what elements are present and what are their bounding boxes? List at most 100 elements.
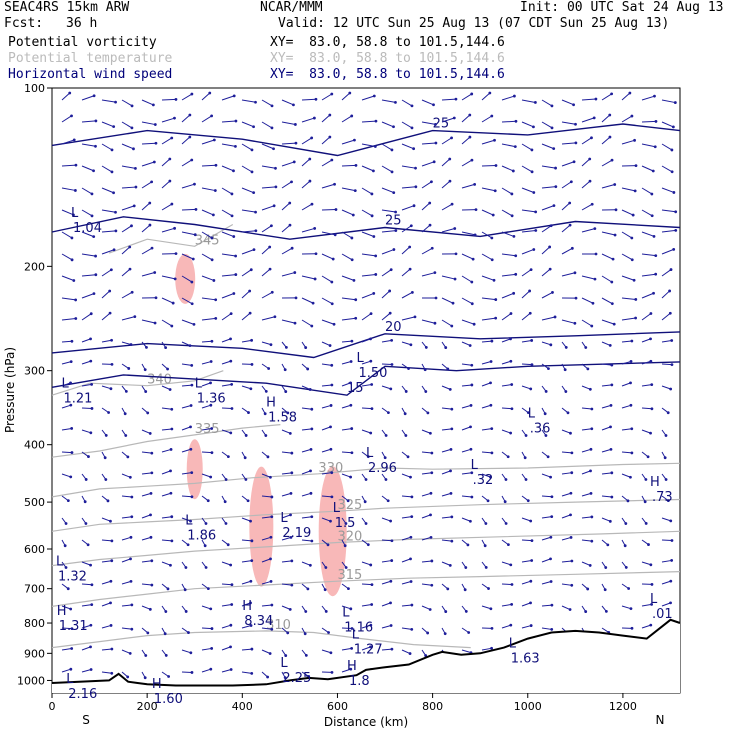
wind-vector — [621, 382, 631, 387]
south-endpoint-label: S — [82, 713, 90, 727]
wind-vector-head — [74, 298, 78, 302]
wind-vector-head — [63, 544, 67, 548]
wind-vector-head — [250, 647, 254, 651]
wind-vector — [201, 451, 212, 454]
wind-vector-head — [289, 535, 293, 539]
wind-vector — [361, 624, 371, 629]
wind-vector-head — [243, 456, 247, 460]
wind-vector — [101, 339, 112, 343]
wind-vector — [521, 517, 531, 522]
wind-vector — [361, 253, 376, 257]
wind-vector — [361, 120, 376, 123]
wind-vector — [561, 272, 576, 277]
wind-vector-head — [164, 610, 168, 613]
wind-vector-head — [210, 451, 214, 455]
wind-vector — [221, 338, 231, 343]
wind-vector — [161, 297, 174, 304]
wind-vector — [481, 209, 494, 216]
wind-vector-head — [591, 301, 595, 305]
wind-vector-head — [574, 141, 578, 145]
wind-vector — [441, 275, 456, 280]
wind-vector-head — [234, 254, 238, 258]
wind-vector-head — [149, 513, 152, 517]
wind-vector-head — [394, 210, 397, 214]
wind-vector — [201, 275, 215, 281]
wind-vector — [121, 649, 131, 654]
wind-vector-head — [631, 213, 635, 217]
theta-contour — [51, 462, 681, 498]
wind-vector-head — [350, 627, 354, 630]
wind-vector — [661, 385, 671, 390]
wind-vector-head — [450, 202, 454, 206]
wind-vector-head — [304, 346, 308, 349]
wind-vector — [661, 290, 670, 299]
wind-vector — [321, 275, 333, 283]
wind-vector-head — [664, 478, 668, 481]
wind-vector-head — [190, 92, 194, 96]
wind-vector — [61, 648, 72, 651]
wind-vector — [61, 253, 73, 261]
wind-vector-head — [484, 522, 488, 525]
wind-vector — [121, 495, 132, 498]
wind-vector-head — [453, 227, 457, 230]
y-tick-label: 600 — [24, 543, 45, 556]
wind-vector-head — [109, 268, 113, 272]
wind-vector — [121, 316, 135, 321]
wind-vector-head — [292, 103, 295, 107]
wind-vector-head — [589, 447, 593, 451]
wind-vector — [81, 293, 95, 299]
wind-vector-head — [403, 412, 407, 416]
wind-vector-head — [506, 543, 510, 547]
wind-vector-head — [283, 676, 287, 680]
wind-vector-head — [170, 202, 174, 206]
wind-vector-head — [470, 302, 474, 306]
wind-vector-head — [529, 601, 532, 605]
wind-vector-head — [272, 204, 276, 208]
wind-vector — [321, 297, 333, 305]
wind-vector — [141, 271, 155, 277]
wind-vector — [141, 514, 151, 519]
wind-vector — [121, 99, 133, 107]
wind-vector-head — [653, 94, 656, 98]
x-tick-label: 1000 — [514, 700, 542, 713]
wind-vector — [381, 539, 392, 542]
wind-vector — [601, 472, 612, 475]
wind-vector-head — [150, 246, 154, 250]
wind-vector-head — [512, 235, 516, 238]
wind-vector — [641, 429, 651, 434]
wind-vector — [501, 338, 511, 343]
wind-speed-contour — [51, 331, 681, 359]
wind-vector-head — [370, 583, 374, 587]
wind-vector-head — [549, 475, 552, 479]
wind-vector-head — [89, 312, 93, 316]
extremum-value: 1.86 — [187, 528, 216, 543]
wind-vector-head — [129, 535, 133, 539]
wind-vector-head — [470, 383, 474, 387]
wind-vector — [181, 275, 193, 283]
extremum-value: 1.36 — [197, 391, 226, 406]
wind-vector-head — [190, 364, 194, 367]
wind-vector-head — [644, 478, 648, 481]
wind-vector — [121, 291, 133, 299]
wind-vector-head — [493, 138, 496, 142]
wind-vector-head — [430, 471, 434, 475]
wind-vector-head — [366, 543, 370, 547]
wind-vector-head — [289, 513, 292, 517]
wind-vector-head — [530, 539, 534, 543]
wind-vector — [581, 516, 592, 519]
wind-vector — [301, 203, 313, 211]
wind-vector — [121, 473, 131, 478]
wind-vector — [261, 99, 273, 107]
wind-vector-head — [364, 478, 368, 481]
wind-vector-head — [244, 434, 248, 437]
wind-vector-head — [552, 147, 556, 151]
wind-vector-head — [232, 94, 236, 98]
wind-vector — [201, 605, 211, 610]
wind-vector — [321, 319, 335, 325]
wind-vector-head — [250, 671, 254, 675]
wind-vector-head — [412, 204, 416, 208]
wind-vector — [621, 231, 633, 239]
wind-vector — [261, 121, 273, 129]
wind-vector-head — [654, 254, 658, 258]
wind-vector-head — [353, 189, 357, 193]
